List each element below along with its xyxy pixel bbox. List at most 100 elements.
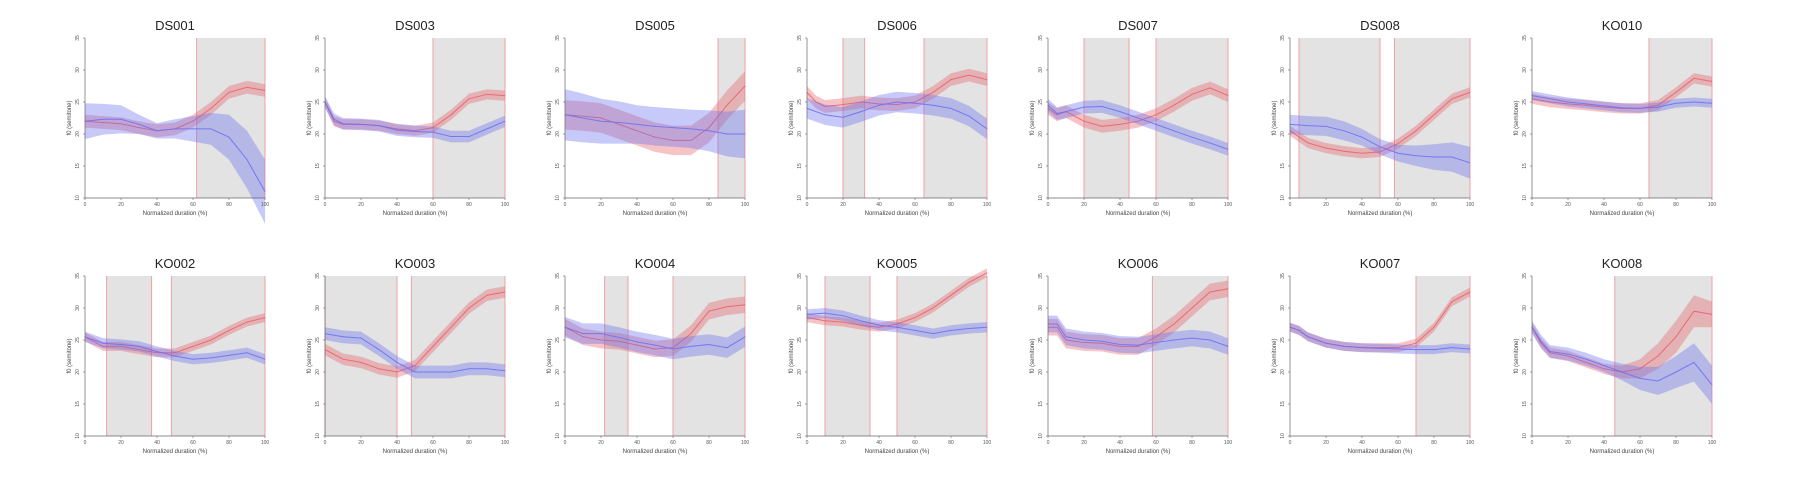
y-tick-label: 30: [797, 67, 803, 73]
series-point-red: [600, 117, 602, 119]
series-point-blue: [192, 358, 194, 360]
chart-panel-ko006: 0 20 40 60 80 100 10 15 20 25 30 35 Normalized durat…: [1030, 256, 1232, 455]
series-point-red: [1433, 114, 1435, 116]
x-tick-label: 60: [1395, 202, 1401, 208]
series-point-red: [1549, 352, 1551, 354]
x-tick-label: 80: [1189, 202, 1195, 208]
x-tick-label: 80: [466, 440, 472, 446]
series-point-red: [1415, 130, 1417, 132]
y-tick-label: 35: [315, 273, 321, 279]
panel-title: KO007: [1360, 256, 1400, 271]
series-point-red: [932, 307, 934, 309]
series-point-blue: [1675, 102, 1677, 104]
series-point-red: [878, 103, 880, 105]
x-tick-label: 60: [1153, 202, 1159, 208]
y-tick-label: 25: [555, 337, 561, 343]
series-line-red: [1048, 288, 1229, 347]
series-band-red: [565, 296, 745, 358]
y-tick-label: 20: [1522, 131, 1528, 137]
series-point-blue: [1343, 346, 1345, 347]
series-point-blue: [654, 125, 656, 127]
x-tick-label: 20: [1323, 202, 1329, 208]
y-axis-label: f0 (semitone): [67, 100, 73, 135]
series-point-red: [968, 282, 970, 283]
series-point-red: [896, 323, 898, 325]
series-line-blue: [1289, 326, 1471, 351]
series-point-blue: [1083, 106, 1085, 108]
x-axis-label: Normalized duration (%): [1106, 211, 1171, 217]
x-tick-label: 20: [1323, 440, 1329, 446]
panel-title: KO004: [635, 256, 675, 271]
x-tick-label: 20: [1081, 440, 1087, 446]
x-tick-label: 20: [840, 440, 846, 446]
series-point-red: [896, 104, 898, 105]
series-point-blue: [1155, 124, 1157, 125]
y-tick-label: 35: [1522, 35, 1528, 41]
series-point-red: [1451, 98, 1453, 100]
y-tick-label: 15: [315, 401, 321, 407]
series-point-red: [1361, 152, 1363, 154]
series-point-blue: [210, 357, 212, 359]
y-tick-label: 10: [555, 195, 561, 201]
x-tick-label: 40: [1359, 202, 1365, 208]
series-point-blue: [636, 124, 638, 125]
y-tick-label: 10: [1522, 433, 1528, 439]
x-tick-label: 60: [190, 440, 196, 446]
y-tick-label: 20: [1280, 369, 1286, 375]
x-tick-label: 0: [324, 440, 327, 446]
series-point-red: [138, 349, 140, 350]
series-point-blue: [654, 344, 656, 346]
y-axis-label: f0 (semitone): [1272, 338, 1278, 373]
y-tick-label: 30: [1038, 305, 1044, 311]
series-point-red: [1083, 342, 1085, 343]
x-tick-label: 80: [226, 202, 232, 208]
y-tick-label: 30: [555, 305, 561, 311]
x-tick-label: 20: [358, 202, 364, 208]
series-point-blue: [896, 101, 898, 103]
x-tick-label: 80: [466, 202, 472, 208]
series-line-blue: [1531, 326, 1713, 386]
series-point-blue: [932, 333, 934, 334]
series-point-red: [450, 326, 452, 328]
panel-title: KO008: [1602, 256, 1642, 271]
series-point-red: [1415, 342, 1417, 344]
y-tick-label: 10: [1038, 195, 1044, 201]
shaded-region: [106, 276, 152, 436]
series-point-blue: [896, 326, 898, 328]
y-axis-label: f0 (semitone): [307, 338, 313, 373]
x-tick-label: 20: [598, 202, 604, 208]
panel-title: DS003: [395, 18, 435, 33]
shaded-region: [843, 38, 865, 198]
x-axis-label: Normalized duration (%): [1348, 449, 1413, 455]
y-tick-label: 25: [797, 99, 803, 105]
series-point-blue: [102, 118, 104, 120]
series-point-red: [672, 140, 674, 141]
x-tick-label: 0: [806, 202, 809, 208]
panel-title: KO006: [1118, 256, 1158, 271]
y-tick-label: 10: [1522, 195, 1528, 201]
series-point-red: [1056, 114, 1058, 116]
series-point-red: [1227, 288, 1229, 290]
series-point-blue: [744, 133, 746, 135]
series-point-blue: [1711, 102, 1713, 104]
series-point-blue: [1603, 105, 1605, 107]
y-tick-label: 35: [555, 35, 561, 41]
series-point-blue: [618, 122, 620, 123]
series-point-blue: [1361, 347, 1363, 349]
series-point-blue: [1657, 380, 1659, 382]
series-point-blue: [102, 342, 104, 344]
series-point-red: [1325, 147, 1327, 149]
series-point-blue: [156, 130, 158, 132]
y-tick-label: 25: [75, 99, 81, 105]
chart-panel-ds003: 0 20 40 60 80 100 10 15 20 25 30 35 Normalized durat…: [307, 18, 509, 217]
series-point-blue: [333, 118, 335, 120]
y-tick-label: 35: [1522, 273, 1528, 279]
series-point-blue: [1549, 351, 1551, 352]
series-point-blue: [636, 341, 638, 343]
series-point-red: [210, 339, 212, 341]
y-tick-label: 15: [1038, 401, 1044, 407]
series-point-red: [1083, 120, 1085, 122]
x-tick-label: 0: [1047, 202, 1050, 208]
shaded-region: [924, 38, 987, 198]
panel-title: KO002: [155, 256, 195, 271]
